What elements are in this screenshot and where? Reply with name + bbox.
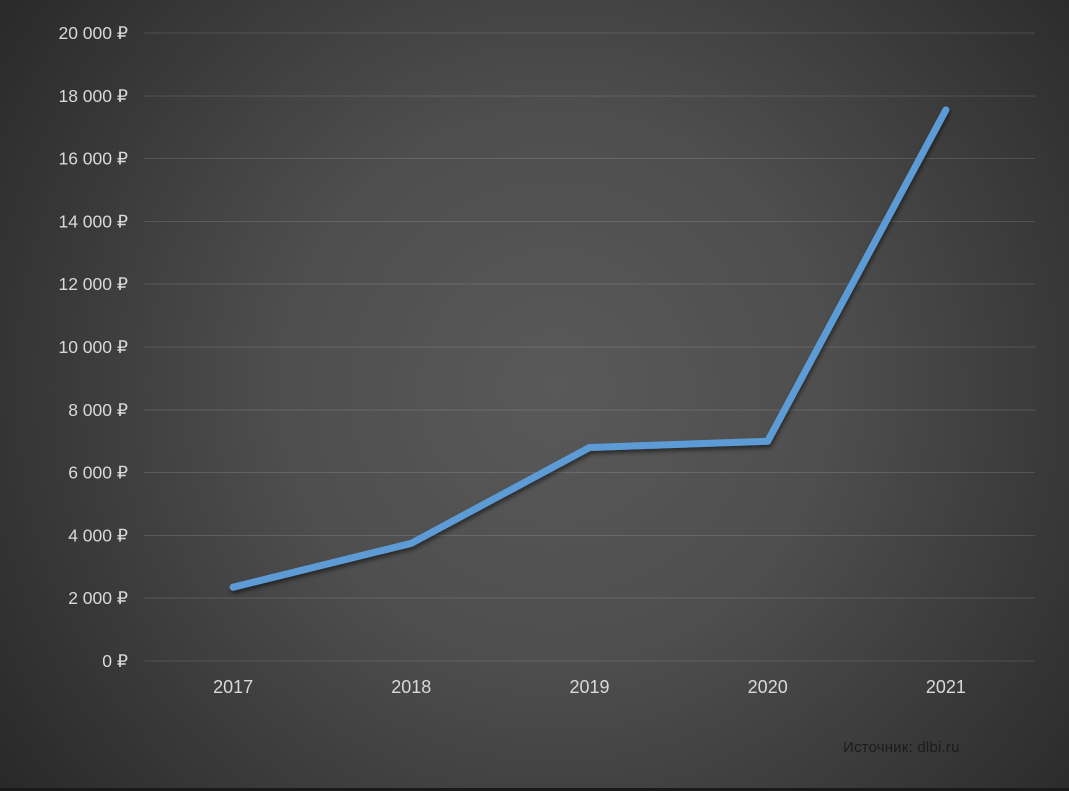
gridlines-layer bbox=[144, 32, 1035, 662]
y-axis-tick-label: 0 ₽ bbox=[102, 651, 128, 671]
y-axis-tick-label: 6 000 ₽ bbox=[68, 463, 128, 483]
bottom-edge-strip bbox=[0, 788, 1069, 791]
y-axis-tick-label: 16 000 ₽ bbox=[58, 149, 128, 169]
y-axis-tick-label: 12 000 ₽ bbox=[58, 274, 128, 294]
y-axis-tick-label: 20 000 ₽ bbox=[58, 23, 128, 43]
x-axis-tick-label: 2018 bbox=[391, 677, 431, 697]
y-axis-tick-label: 2 000 ₽ bbox=[68, 588, 128, 608]
x-axis-tick-label: 2021 bbox=[926, 677, 966, 697]
x-axis-labels: 2017 2018 2019 2020 2021 bbox=[213, 677, 966, 697]
data-line-series bbox=[229, 106, 950, 591]
y-axis-tick-label: 4 000 ₽ bbox=[68, 525, 128, 545]
x-axis-tick-label: 2020 bbox=[748, 677, 788, 697]
y-axis-tick-label: 8 000 ₽ bbox=[68, 400, 128, 420]
x-axis-tick-label: 2019 bbox=[569, 677, 609, 697]
y-axis-tick-label: 18 000 ₽ bbox=[58, 86, 128, 106]
y-axis-labels: 0 ₽ 2 000 ₽ 4 000 ₽ 6 000 ₽ 8 000 ₽ 10 000 ₽ 1… bbox=[58, 23, 128, 671]
y-axis-tick-label: 10 000 ₽ bbox=[58, 337, 128, 357]
source-caption: Источник: dlbi.ru bbox=[843, 739, 960, 756]
x-axis-tick-label: 2017 bbox=[213, 677, 253, 697]
y-axis-tick-label: 14 000 ₽ bbox=[58, 211, 128, 231]
